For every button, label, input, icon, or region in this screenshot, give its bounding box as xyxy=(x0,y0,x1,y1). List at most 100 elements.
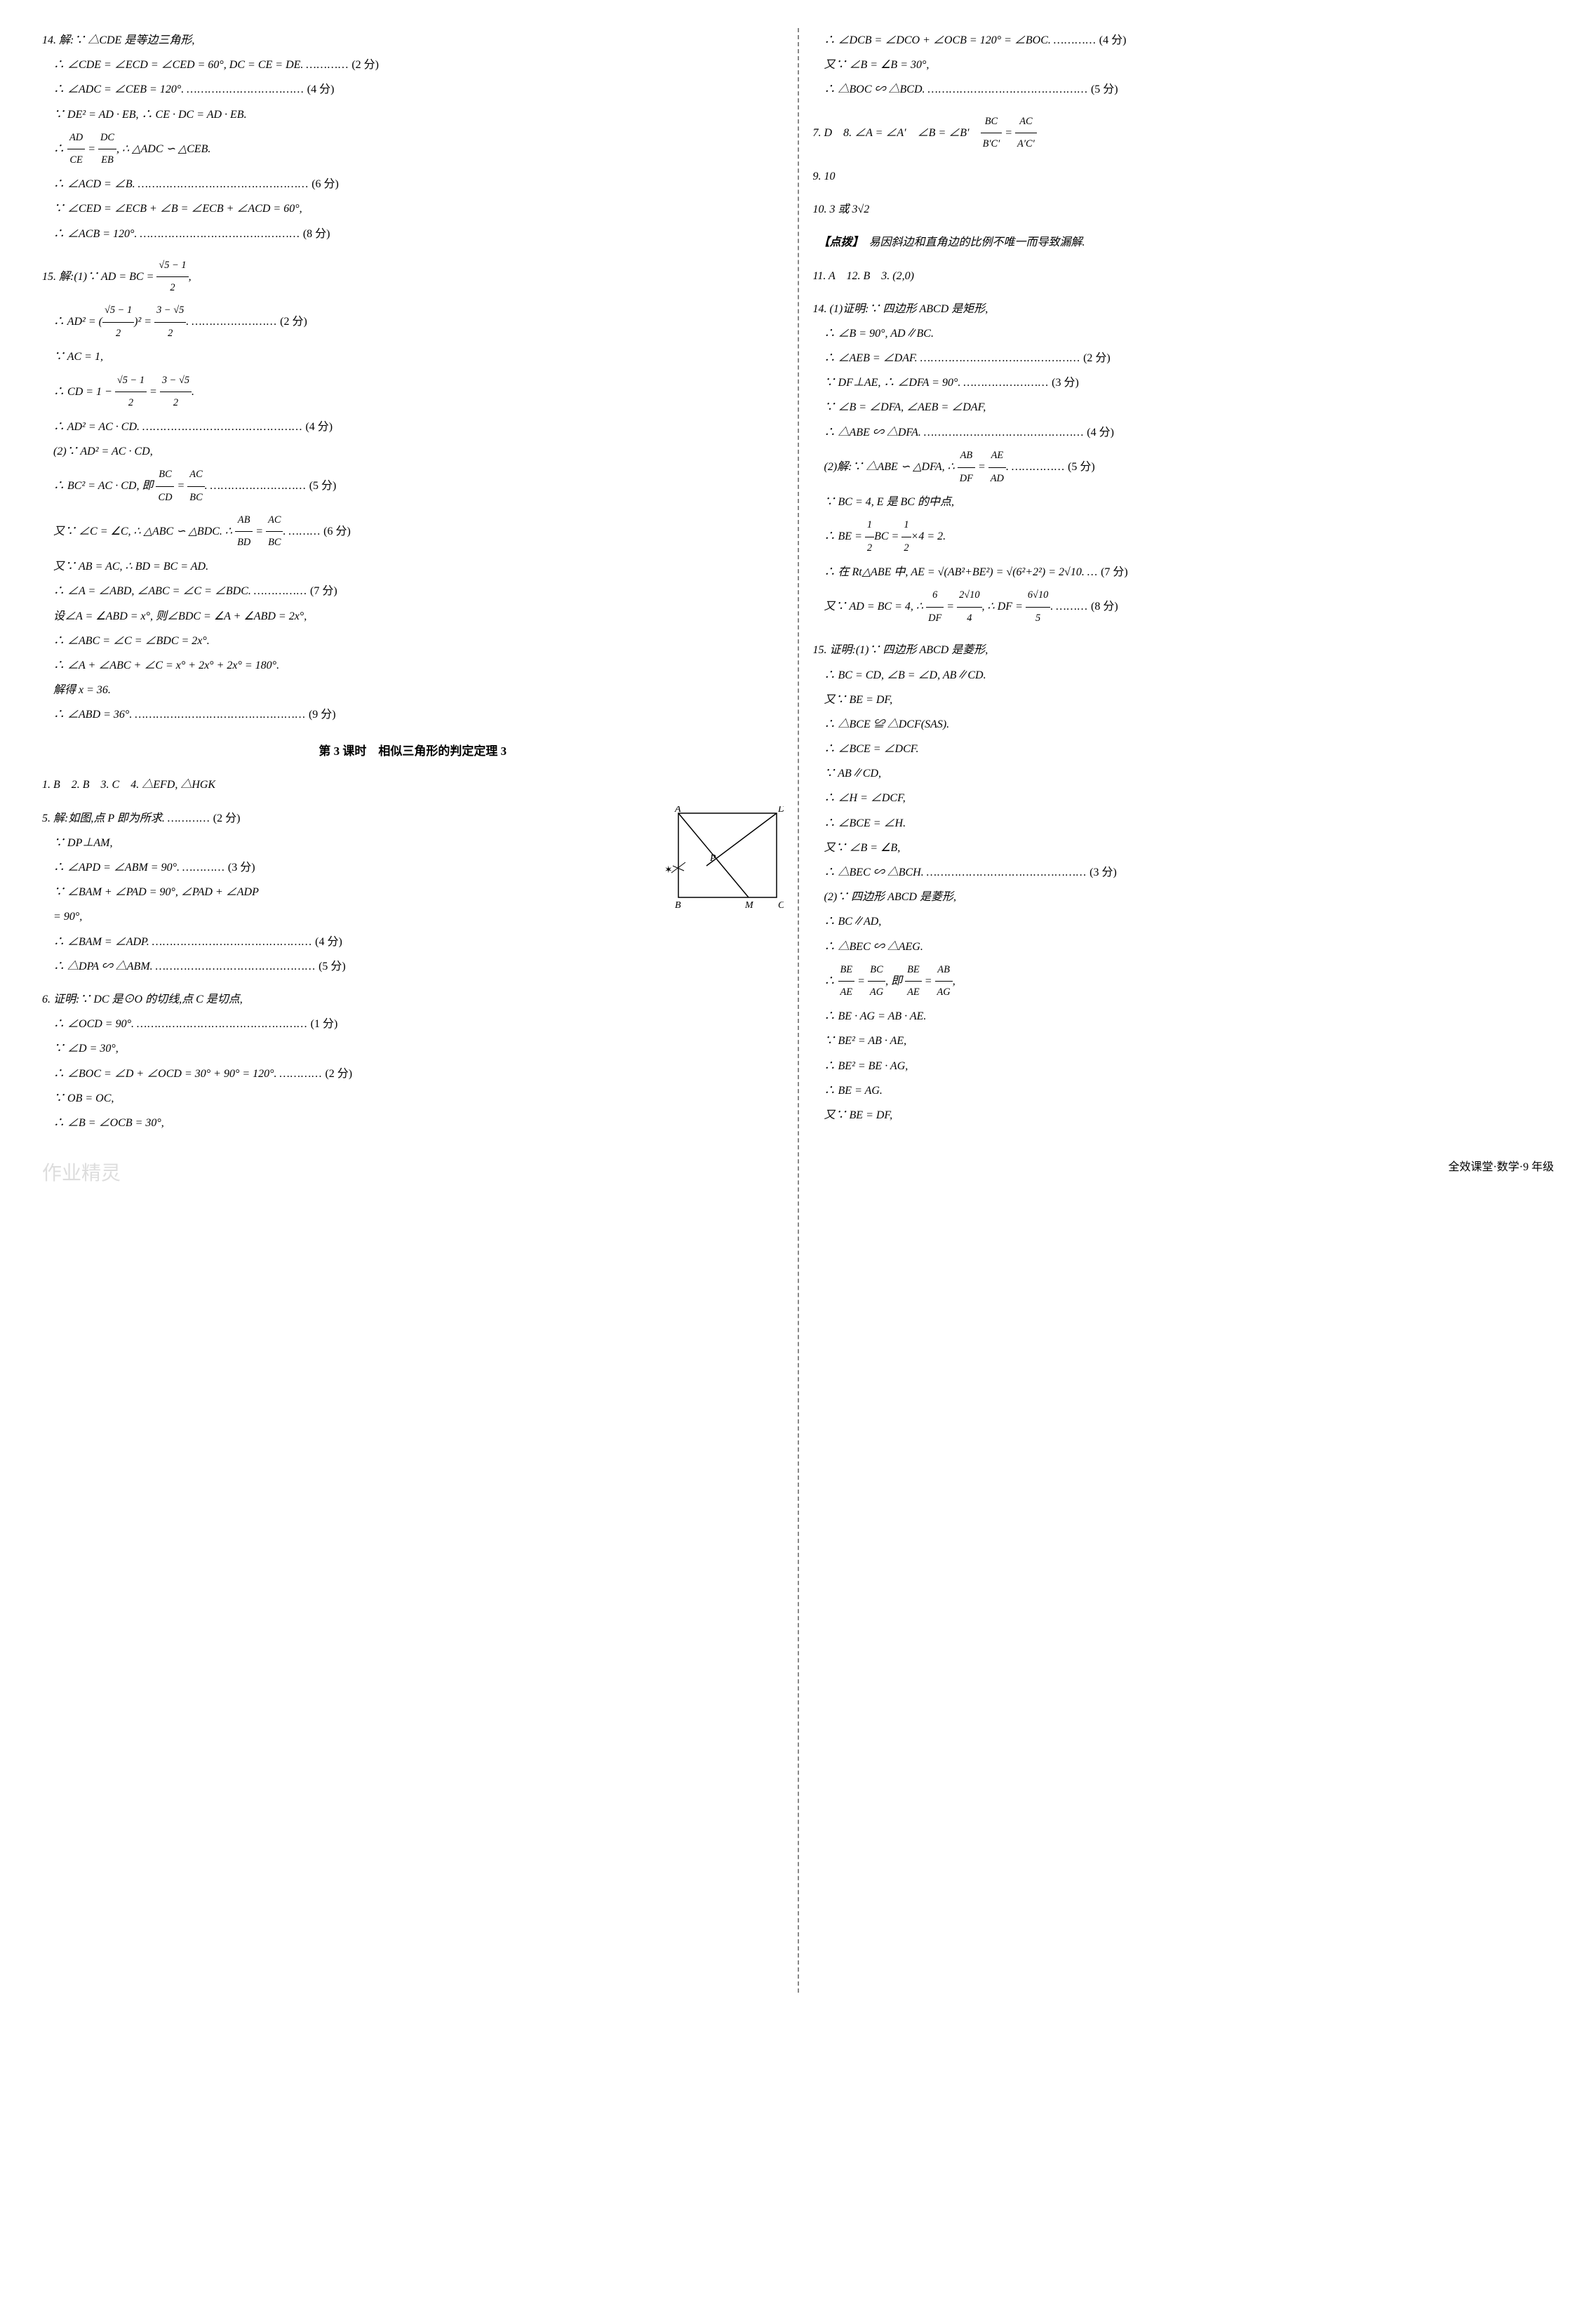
p14r-d6: …………… xyxy=(1012,461,1065,473)
p5-line-3: ∵ ∠BAM + ∠PAD = 90°, ∠PAD + ∠ADP xyxy=(42,880,784,904)
p15r-t1: ∴ BC = CD, ∠B = ∠D, AB∥CD. xyxy=(824,669,986,681)
p15-d7: ……… xyxy=(288,526,321,537)
p14-line-1: ∴ ∠CDE = ∠ECD = ∠CED = 60°, DC = CE = DE… xyxy=(42,53,784,77)
p15r-t4: ∴ ∠BCE = ∠DCF. xyxy=(824,743,919,755)
section-3-answers: 1. B 2. B 3. C 4. △EFD, △HGK xyxy=(42,773,784,797)
p6-line-0: 6. 证明:∵ DC 是⊙O 的切线,点 C 是切点, xyxy=(42,987,784,1012)
p5-line-1: ∵ DP⊥AM, xyxy=(42,831,784,855)
p6-label: 6. xyxy=(42,994,51,1005)
p14r-line-1: ∴ ∠B = 90°, AD∥BC. xyxy=(813,321,1555,346)
hint-text: 易因斜边和直角边的比例不唯一而导致漏解. xyxy=(869,236,1085,248)
p14r-s9: (7 分) xyxy=(1101,566,1128,578)
p5-t3: ∵ ∠BAM + ∠PAD = 90°, ∠PAD + ∠ADP xyxy=(53,886,259,898)
p15-label: 15. xyxy=(42,271,56,283)
p15r-line-6: ∴ ∠H = ∠DCF, xyxy=(813,786,1555,810)
p14-line-6: ∵ ∠CED = ∠ECB + ∠B = ∠ECB + ∠ACD = 60°, xyxy=(42,196,784,221)
problem-5: A D B M C P ✶ 5. 解:如图,点 P 即为所求. ………… (2 … xyxy=(42,806,784,979)
p15r-t5: ∵ AB∥CD, xyxy=(824,768,882,780)
p15r-t0: 证明:(1)∵ 四边形 ABCD 是菱形, xyxy=(830,644,988,656)
p15-line-11: ∴ ∠ABC = ∠C = ∠BDC = 2x°. xyxy=(42,629,784,653)
p5-line-0: 5. 解:如图,点 P 即为所求. ………… (2 分) xyxy=(42,806,784,831)
p6c-d0: ………… xyxy=(1054,34,1097,46)
p14r-line-8: ∴ BE = 12BC = 12×4 = 2. xyxy=(813,514,1555,559)
p15-s7: (6 分) xyxy=(323,526,351,537)
p14r-line-2: ∴ ∠AEB = ∠DAF. ……………………………………… (2 分) xyxy=(813,346,1555,370)
p14-t7: ∴ ∠ACB = 120°. xyxy=(53,228,137,240)
p5-t2: ∴ ∠APD = ∠ABM = 90°. xyxy=(53,862,180,874)
p6-s1: (1 分) xyxy=(311,1018,338,1030)
p15r-label: 15. xyxy=(813,644,827,656)
p15r-line-11: ∴ BC∥AD, xyxy=(813,909,1555,934)
p15r-line-16: ∴ BE² = BE · AG, xyxy=(813,1054,1555,1078)
p6-t3: ∴ ∠BOC = ∠D + ∠OCD = 30° + 90° = 120°. xyxy=(53,1068,277,1080)
p6c-line-2: ∴ △BOC ∽ △BCD. ……………………………………… (5 分) xyxy=(813,77,1555,102)
p14r-t5: ∴ △ABE ∽ △DFA. xyxy=(824,427,921,439)
p14r-line-10: 又∵ AD = BC = 4, ∴ 6DF = 2√104, ∴ DF = 6√… xyxy=(813,584,1555,629)
p15r-line-3: ∴ △BCE ≌ △DCF(SAS). xyxy=(813,712,1555,737)
p5-line-5: ∴ ∠BAM = ∠ADP. ……………………………………… (4 分) xyxy=(42,930,784,954)
p5-s6: (5 分) xyxy=(318,961,346,972)
p15r-line-12: ∴ △BEC ∽ △AEG. xyxy=(813,935,1555,959)
p15-line-1: ∴ AD² = (√5 − 12)² = 3 − √52. …………………… (… xyxy=(42,300,784,345)
p5-s0: (2 分) xyxy=(213,812,241,824)
p15r-t11: ∴ BC∥AD, xyxy=(824,916,882,928)
p15-line-8: 又∵ AB = AC, ∴ BD = BC = AD. xyxy=(42,554,784,579)
p14-t1: ∴ ∠CDE = ∠ECD = ∠CED = 60°, DC = CE = DE… xyxy=(53,59,303,71)
p15r-line-5: ∵ AB∥CD, xyxy=(813,761,1555,786)
p6c-line-0: ∴ ∠DCB = ∠DCO + ∠OCB = 120° = ∠BOC. …………… xyxy=(813,28,1555,53)
p6-t2: ∵ ∠D = 30°, xyxy=(53,1043,119,1055)
p15r-line-15: ∵ BE² = AB · AE, xyxy=(813,1029,1555,1053)
p5-s5: (4 分) xyxy=(315,936,342,948)
p6-line-5: ∴ ∠B = ∠OCB = 30°, xyxy=(42,1111,784,1135)
p14-s5: (6 分) xyxy=(311,178,339,190)
p15-t8: 又∵ AB = AC, ∴ BD = BC = AD. xyxy=(53,561,208,573)
p15-t9: ∴ ∠A = ∠ABD, ∠ABC = ∠C = ∠BDC. xyxy=(53,585,251,597)
p14r-t0: (1)证明:∵ 四边形 ABCD 是矩形, xyxy=(830,303,988,315)
p5-t4: = 90°, xyxy=(53,911,82,923)
p5-t0: 解:如图,点 P 即为所求. xyxy=(53,812,165,824)
p5-d0: ………… xyxy=(168,812,210,824)
p15-d4: ……………………………………… xyxy=(142,421,302,433)
right-column: ∴ ∠DCB = ∠DCO + ∠OCB = 120° = ∠BOC. …………… xyxy=(813,28,1555,1993)
p14r-t4: ∵ ∠B = ∠DFA, ∠AEB = ∠DAF, xyxy=(824,401,986,413)
p14r-d9: … xyxy=(1087,566,1098,578)
p15-t5: (2)∵ AD² = AC · CD, xyxy=(53,446,153,457)
answer-9: 9. 10 xyxy=(813,164,1555,189)
p14-d2: …………………………… xyxy=(187,83,304,95)
p15r-t18: 又∵ BE = DF, xyxy=(824,1109,893,1121)
p15r-t8: 又∵ ∠B = ∠B, xyxy=(824,842,901,854)
p5-d2: ………… xyxy=(182,862,225,874)
problem-6-cont: ∴ ∠DCB = ∠DCO + ∠OCB = 120° = ∠BOC. …………… xyxy=(813,28,1555,102)
page-container: 14. 解:∵ △CDE 是等边三角形, ∴ ∠CDE = ∠ECD = ∠CE… xyxy=(42,28,1554,1993)
p5-t1: ∵ DP⊥AM, xyxy=(53,837,112,849)
p14r-s3: (3 分) xyxy=(1052,377,1079,389)
q7: 7. D xyxy=(813,126,833,138)
p6c-s2: (5 分) xyxy=(1091,83,1118,95)
section-3-title: 第 3 课时 相似三角形的判定定理 3 xyxy=(42,741,784,758)
p15-line-6: ∴ BC² = AC · CD, 即 BCCD = ACBC. ……………………… xyxy=(42,464,784,509)
p14r-d3: …………………… xyxy=(963,377,1049,389)
p15-d1: …………………… xyxy=(192,316,277,328)
p14r-s10: (8 分) xyxy=(1091,601,1118,613)
p14r-t9: ∴ 在 Rt△ABE 中, AE = √(AB²+BE²) = √(6²+2²)… xyxy=(824,566,1085,578)
answer-10: 10. 3 或 3√2 xyxy=(813,197,1555,222)
p5-d6: ……………………………………… xyxy=(156,961,316,972)
p15-t12: ∴ ∠A + ∠ABC + ∠C = x° + 2x° + 2x° = 180°… xyxy=(53,660,279,671)
p15-line-10: 设∠A = ∠ABD = x°, 则∠BDC = ∠A + ∠ABD = 2x°… xyxy=(42,604,784,629)
p14-line-3: ∵ DE² = AD · EB, ∴ CE · DC = AD · EB. xyxy=(42,102,784,127)
p15-line-0: 15. 解:(1)∵ AD = BC = √5 − 12, xyxy=(42,255,784,300)
p14-s2: (4 分) xyxy=(307,83,335,95)
p14-line-4: ∴ ADCE = DCEB, ∴ △ADC ∽ △CEB. xyxy=(42,127,784,172)
left-column: 14. 解:∵ △CDE 是等边三角形, ∴ ∠CDE = ∠ECD = ∠CE… xyxy=(42,28,784,1993)
p14r-line-6: (2)解:∵ △ABE ∽ △DFA, ∴ ABDF = AEAD. ……………… xyxy=(813,445,1555,490)
p6c-t1: 又∵ ∠B = ∠B = 30°, xyxy=(824,59,930,71)
p14-t0: 解:∵ △CDE 是等边三角形, xyxy=(59,34,194,46)
p15r-line-4: ∴ ∠BCE = ∠DCF. xyxy=(813,737,1555,761)
p15r-line-0: 15. 证明:(1)∵ 四边形 ABCD 是菱形, xyxy=(813,638,1555,662)
p15r-t12: ∴ △BEC ∽ △AEG. xyxy=(824,941,923,953)
p14r-line-7: ∵ BC = 4, E 是 BC 的中点, xyxy=(813,490,1555,514)
p15-s4: (4 分) xyxy=(305,421,333,433)
p14-line-5: ∴ ∠ACD = ∠B. ………………………………………… (6 分) xyxy=(42,172,784,196)
p15-t4: ∴ AD² = AC · CD. xyxy=(53,421,140,433)
p15-line-12: ∴ ∠A + ∠ABC + ∠C = x° + 2x° + 2x° = 180°… xyxy=(42,653,784,678)
